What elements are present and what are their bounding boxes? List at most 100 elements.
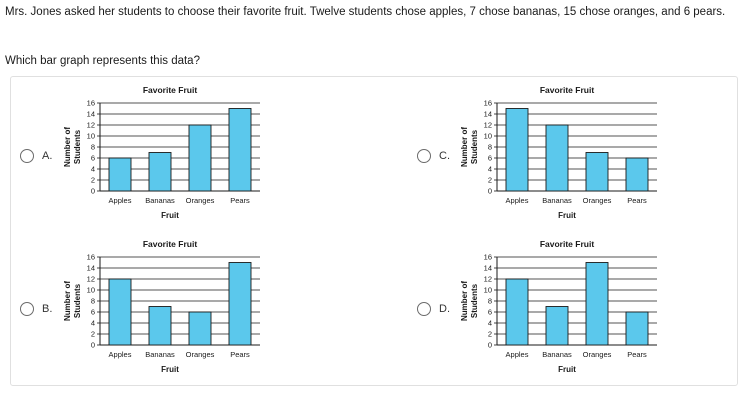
y-axis-label: Number ofStudents <box>63 127 82 167</box>
y-tick-label: 2 <box>488 176 492 185</box>
y-tick-label: 14 <box>484 264 492 273</box>
y-tick-label: 12 <box>484 121 492 130</box>
bar-bananas <box>545 306 569 346</box>
y-tick-label: 6 <box>91 154 95 163</box>
y-tick-label: 0 <box>488 341 492 350</box>
chart-title: Favorite Fruit <box>540 239 594 249</box>
x-tick-label: Oranges <box>186 350 215 359</box>
option-c-letter: C. <box>439 150 450 162</box>
y-tick-label: 0 <box>91 341 95 350</box>
y-tick-label: 16 <box>87 99 95 108</box>
x-tick-label: Oranges <box>186 196 215 205</box>
y-axis-label-line: Number of <box>460 281 469 321</box>
y-axis-label: Number ofStudents <box>63 281 82 321</box>
option-b-radio[interactable] <box>20 302 34 316</box>
x-tick-label: Pears <box>230 350 250 359</box>
y-axis-label-line: Number of <box>460 127 469 167</box>
x-tick-label: Pears <box>627 350 647 359</box>
option-c-radio[interactable] <box>417 149 431 163</box>
option-c[interactable]: C. <box>417 149 450 163</box>
x-tick-label: Apples <box>109 350 132 359</box>
y-axis-label-line: Number of <box>63 127 72 167</box>
x-axis-label: Fruit <box>161 211 179 220</box>
option-a[interactable]: A. <box>20 149 52 163</box>
bar-apples <box>108 157 132 192</box>
bar-bananas <box>545 124 569 192</box>
chart-title: Favorite Fruit <box>143 239 197 249</box>
y-axis-label: Number ofStudents <box>460 127 479 167</box>
x-tick-label: Bananas <box>145 350 175 359</box>
x-tick-label: Bananas <box>542 350 572 359</box>
bar-pears <box>228 262 252 346</box>
y-tick-label: 6 <box>488 308 492 317</box>
y-axis-label-line: Students <box>73 129 82 164</box>
bar-pears <box>228 108 252 192</box>
y-tick-label: 6 <box>488 154 492 163</box>
option-d[interactable]: D. <box>417 302 450 316</box>
y-tick-label: 2 <box>91 176 95 185</box>
y-tick-label: 2 <box>488 330 492 339</box>
y-tick-label: 16 <box>484 253 492 262</box>
bar-oranges <box>585 262 609 346</box>
y-tick-label: 14 <box>87 264 95 273</box>
y-tick-label: 6 <box>91 308 95 317</box>
x-axis-label: Fruit <box>161 365 179 374</box>
y-tick-label: 8 <box>91 297 95 306</box>
chart-option-c: Favorite Fruit 0 2 4 6 8 10 12 14 16 Apples Bananas… <box>460 85 657 220</box>
option-b-letter: B. <box>42 303 53 315</box>
option-b[interactable]: B. <box>20 302 52 316</box>
y-axis-label-line: Students <box>470 283 479 318</box>
bar-bananas <box>148 306 172 346</box>
option-d-letter: D. <box>439 303 450 315</box>
y-tick-label: 16 <box>484 99 492 108</box>
y-tick-label: 10 <box>484 286 492 295</box>
y-tick-label: 10 <box>87 286 95 295</box>
bar-apples <box>505 278 529 346</box>
y-tick-label: 12 <box>484 275 492 284</box>
bar-pears <box>625 311 649 346</box>
y-tick-label: 8 <box>91 143 95 152</box>
y-tick-label: 8 <box>488 297 492 306</box>
x-tick-label: Oranges <box>583 350 612 359</box>
x-axis-label: Fruit <box>558 365 576 374</box>
chart-title: Favorite Fruit <box>540 85 594 95</box>
y-tick-label: 12 <box>87 275 95 284</box>
option-d-radio[interactable] <box>417 302 431 316</box>
y-tick-label: 0 <box>91 187 95 196</box>
y-tick-label: 14 <box>87 110 95 119</box>
bar-apples <box>505 108 529 192</box>
x-tick-label: Apples <box>506 350 529 359</box>
bar-oranges <box>585 152 609 192</box>
question-text: Mrs. Jones asked her students to choose … <box>5 6 726 18</box>
x-tick-label: Bananas <box>542 196 572 205</box>
option-a-radio[interactable] <box>20 149 34 163</box>
y-axis-label-line: Number of <box>63 281 72 321</box>
y-tick-label: 4 <box>91 165 95 174</box>
bar-apples <box>108 278 132 346</box>
bar-bananas <box>148 152 172 192</box>
y-axis-label-line: Students <box>470 129 479 164</box>
bar-oranges <box>188 311 212 346</box>
y-tick-label: 0 <box>488 187 492 196</box>
y-tick-label: 8 <box>488 143 492 152</box>
x-tick-label: Apples <box>506 196 529 205</box>
x-axis-label: Fruit <box>558 211 576 220</box>
chart-option-a: Favorite Fruit 0 2 4 6 8 10 12 14 16 Apples Bananas… <box>63 85 260 220</box>
y-tick-label: 2 <box>91 330 95 339</box>
chart-option-b: Favorite Fruit 0 2 4 6 8 10 12 14 16 Apples Bananas… <box>63 239 260 374</box>
x-tick-label: Pears <box>230 196 250 205</box>
x-tick-label: Bananas <box>145 196 175 205</box>
y-tick-label: 16 <box>87 253 95 262</box>
x-tick-label: Apples <box>109 196 132 205</box>
y-axis-label: Number ofStudents <box>460 281 479 321</box>
y-tick-label: 10 <box>484 132 492 141</box>
option-a-letter: A. <box>42 150 53 162</box>
chart-option-d: Favorite Fruit 0 2 4 6 8 10 12 14 16 Apples Bananas… <box>460 239 657 374</box>
y-axis-label-line: Students <box>73 283 82 318</box>
question-prompt: Which bar graph represents this data? <box>5 55 200 67</box>
y-tick-label: 12 <box>87 121 95 130</box>
bar-oranges <box>188 124 212 192</box>
y-tick-label: 10 <box>87 132 95 141</box>
x-tick-label: Pears <box>627 196 647 205</box>
y-tick-label: 4 <box>91 319 95 328</box>
